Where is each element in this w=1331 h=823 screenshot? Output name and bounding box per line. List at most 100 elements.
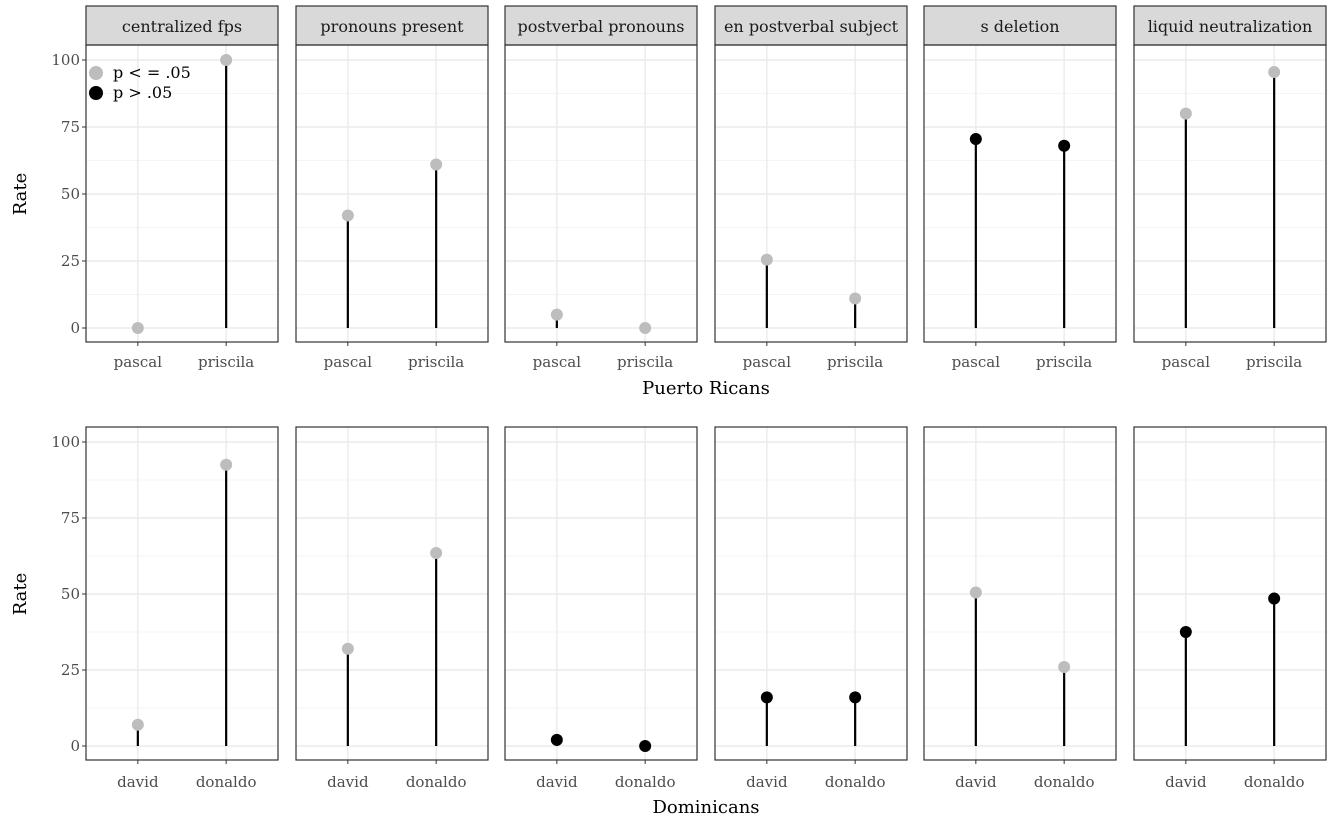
panel-border [85,44,279,343]
y-tick-label: 50 [61,185,80,203]
dominicans-panel-row: 0 25 50 75 100 Rate Dominicans david donaldo davi… [10,426,1327,818]
facet-panel: s deletion pascal priscila [923,5,1117,371]
facet-panel: pronouns present pascal priscila [295,5,489,371]
x-tick-label: pascal [324,353,373,371]
x-tick-label: donaldo [196,773,257,791]
panel-border [923,44,1117,343]
x-tick-label: donaldo [406,773,467,791]
lollipop-point [760,691,773,704]
x-tick-label: pascal [114,353,163,371]
lollipop-point [639,322,652,334]
facet-strip [1133,5,1327,46]
x-tick-label: donaldo [615,773,676,791]
legend-item: p < = .05 [89,63,191,82]
lollipop-point [849,292,862,305]
facet-panel: liquid neutralization pascal priscila [1133,5,1327,371]
facet-strip-label: centralized fps [122,17,242,36]
facet-panel: david donaldo [1133,426,1327,791]
x-tick-label: priscila [198,353,254,371]
x-axis-title: Puerto Ricans [642,378,770,399]
legend-label: p < = .05 [113,63,191,82]
y-tick-label: 100 [51,51,80,69]
facet-panel: david donaldo [923,426,1117,791]
y-axis-title: Rate [10,173,31,216]
lollipop-point [430,546,443,559]
puerto-ricans-panel-row: 0 25 50 75 100 Rate Puerto Ricans centralized f… [10,5,1327,399]
facet-strip-label: postverbal pronouns [518,17,685,36]
x-tick-label: david [955,773,997,791]
x-axis-title: Dominicans [652,797,759,818]
lollipop-point [849,691,862,704]
x-tick-label: david [1165,773,1207,791]
panel-border [295,44,489,343]
lollipop-point [131,322,144,334]
panel-border [85,426,279,761]
y-tick-label: 25 [61,252,80,270]
y-tick-label: 75 [61,509,80,527]
facet-strip-label: s deletion [980,17,1059,36]
facet-strip [714,5,908,46]
x-tick-label: priscila [408,353,464,371]
panel-border [714,426,908,761]
lollipop-point [1179,626,1192,638]
panel-border [504,44,698,343]
facet-panel: david donaldo [504,426,698,791]
y-tick-label: 0 [70,737,80,755]
x-tick-label: david [746,773,788,791]
panel-border [1133,426,1327,761]
lollipop-point [1179,107,1192,120]
y-axis-title: Rate [10,573,31,616]
panel-border [295,426,489,761]
x-tick-label: donaldo [1034,773,1095,791]
legend-label: p > .05 [113,83,172,102]
lollipop-point [969,133,982,146]
lollipop-point [969,586,982,599]
x-tick-label: priscila [1246,353,1302,371]
y-tick-label: 50 [61,585,80,603]
panel-border [714,44,908,343]
lollipop-point [131,718,144,731]
panel-border [1133,44,1327,343]
y-tick-label: 75 [61,118,80,136]
x-tick-label: pascal [743,353,792,371]
facet-strip-label: en postverbal subject [724,17,899,36]
x-tick-label: david [117,773,159,791]
panel-border [504,426,698,761]
x-tick-label: pascal [952,353,1001,371]
facet-strip [923,5,1117,46]
legend-swatch [89,86,103,100]
x-tick-label: priscila [1036,353,1092,371]
facet-strip [85,5,279,46]
x-tick-label: pascal [533,353,582,371]
lollipop-point [550,308,563,321]
lollipop-point [639,740,652,752]
x-tick-label: david [536,773,578,791]
facet-strip [504,5,698,46]
x-tick-label: priscila [827,353,883,371]
lollipop-point [220,54,233,66]
facet-panel: centralized fps pascal priscila [85,5,279,371]
lollipop-point [1268,592,1281,605]
lollipop-point [341,209,354,222]
y-tick-label: 100 [51,433,80,451]
lollipop-point [1058,139,1071,152]
panel-border [923,426,1117,761]
y-tick-label: 25 [61,661,80,679]
y-tick-label: 0 [70,319,80,337]
x-tick-label: priscila [617,353,673,371]
x-tick-label: donaldo [1244,773,1305,791]
facet-panel: postverbal pronouns pascal priscila [504,5,698,371]
facet-strip-label: pronouns present [320,17,464,36]
legend: p < = .05p > .05 [89,63,191,102]
facet-panel: en postverbal subject pascal priscila [714,5,908,371]
lollipop-point [341,642,354,655]
lollipop-point [430,158,443,171]
facet-panel: david donaldo [295,426,489,791]
x-tick-label: donaldo [825,773,886,791]
x-tick-label: pascal [1162,353,1211,371]
lollipop-point [760,253,773,266]
lollipop-point [220,458,233,471]
lollipop-point [1268,66,1281,79]
lollipop-point [550,733,563,746]
